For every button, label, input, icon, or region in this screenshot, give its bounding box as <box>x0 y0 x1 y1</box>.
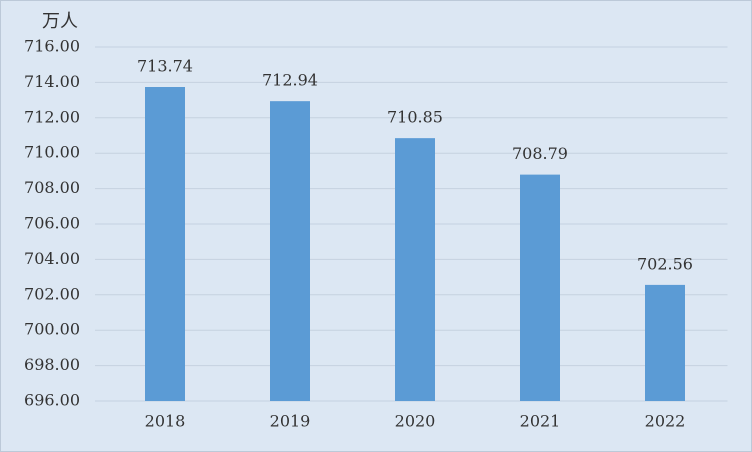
data-label: 710.85 <box>387 108 443 127</box>
bar <box>395 138 435 401</box>
x-tick-label: 2019 <box>270 412 311 431</box>
y-tick-label: 716.00 <box>24 37 80 56</box>
x-tick-label: 2022 <box>645 412 686 431</box>
y-tick-label: 712.00 <box>24 107 80 126</box>
y-tick-label: 714.00 <box>24 72 80 91</box>
data-label: 702.56 <box>637 254 693 273</box>
bar <box>520 174 560 401</box>
bar <box>270 101 310 402</box>
y-tick-label: 710.00 <box>24 143 80 162</box>
y-tick-label: 708.00 <box>24 178 80 197</box>
y-tick-label: 700.00 <box>24 320 80 339</box>
y-tick-label: 704.00 <box>24 249 80 268</box>
y-tick-label: 696.00 <box>24 391 80 410</box>
data-label: 713.74 <box>137 57 193 76</box>
bar <box>145 87 185 401</box>
x-tick-label: 2021 <box>520 412 561 431</box>
x-tick-label: 2020 <box>395 412 436 431</box>
data-label: 712.94 <box>262 71 318 90</box>
y-tick-label: 706.00 <box>24 214 80 233</box>
data-label: 708.79 <box>512 144 568 163</box>
x-tick-label: 2018 <box>145 412 186 431</box>
y-tick-label: 702.00 <box>24 284 80 303</box>
bar <box>645 284 685 401</box>
y-tick-label: 698.00 <box>24 355 80 374</box>
y-unit: 万人 <box>42 11 78 32</box>
